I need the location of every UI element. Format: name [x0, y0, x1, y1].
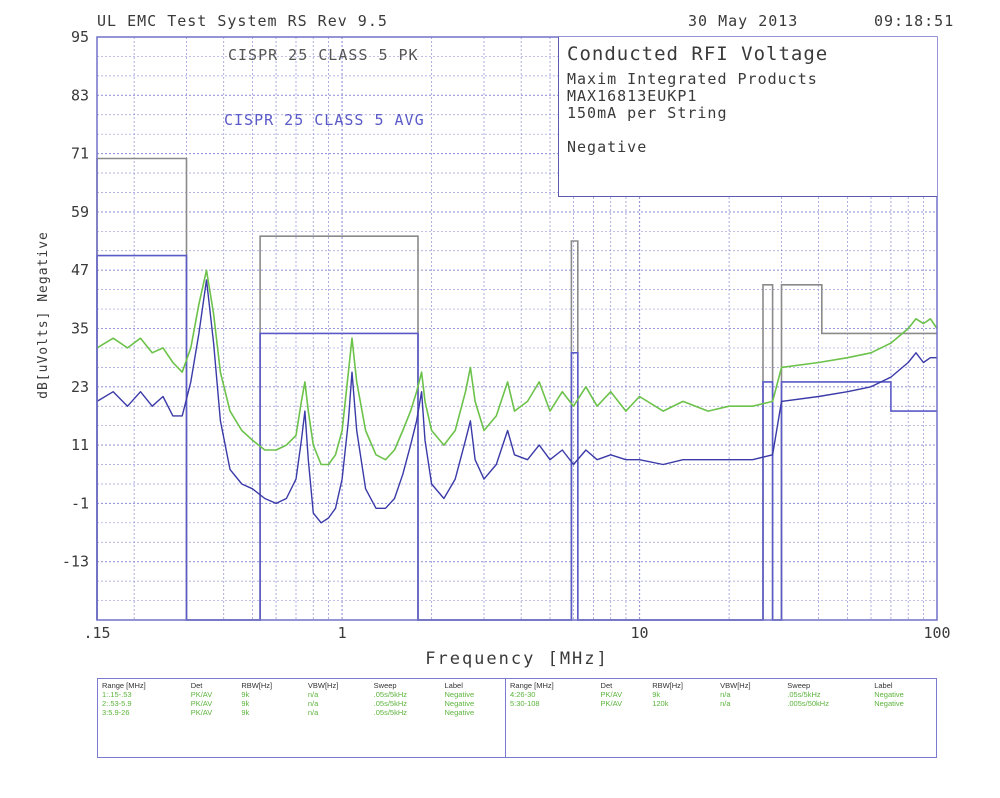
cell: Negative [444, 699, 475, 708]
col-range: Range [MHz] [102, 681, 146, 690]
col-sweep: Sweep [373, 681, 397, 690]
cell: 5:30-108 [510, 699, 540, 708]
x-tick-label: 10 [631, 624, 649, 642]
info-polarity: Negative [567, 138, 648, 156]
y-tick-label: 83 [71, 86, 89, 104]
avg-limit-label: CISPR 25 CLASS 5 AVG [224, 111, 425, 129]
cell: 9k [652, 690, 661, 699]
test-info-box: Conducted RFI Voltage Maxim Integrated P… [558, 37, 937, 197]
cell: PK/AV [600, 690, 623, 699]
col-rbw: RBW[Hz] [652, 681, 684, 690]
axes: 95 83 71 59 47 35 23 11 -1 -13 .15 1 10 100 [62, 28, 951, 642]
info-title: Conducted RFI Voltage [567, 43, 829, 65]
col-range: Range [MHz] [510, 681, 554, 690]
system-title: UL EMC Test System RS Rev 9.5 [97, 12, 388, 30]
info-line: Maxim Integrated Products [567, 70, 818, 88]
y-tick-label: 23 [71, 378, 89, 396]
y-tick-label: 11 [71, 436, 89, 454]
peak-trace [96, 269, 938, 466]
col-label: Label [874, 681, 893, 690]
col-vbw: VBW[Hz] [307, 681, 339, 690]
col-det: Det [600, 681, 613, 690]
test-time: 09:18:51 [874, 12, 955, 30]
cell: .05s/5kHz [373, 690, 408, 699]
cell: n/a [307, 690, 319, 699]
cell: .05s/5kHz [373, 708, 408, 717]
y-tick-label: 95 [71, 28, 89, 46]
table-row: 3:5.9-26 PK/AV 9k n/a .05s/5kHz Negative [98, 708, 505, 717]
cell: n/a [720, 699, 731, 708]
cell: PK/AV [190, 708, 213, 717]
cell: Negative [444, 708, 475, 717]
x-tick-label: .15 [83, 624, 110, 642]
y-tick-label: 35 [71, 320, 89, 338]
cell: PK/AV [190, 690, 213, 699]
x-tick-label: 1 [338, 624, 347, 642]
cell: 120k [652, 699, 669, 708]
info-line: 150mA per String [567, 104, 728, 122]
scan-settings-left: Range [MHz] Det RBW[Hz] VBW[Hz] Sweep La… [98, 679, 506, 757]
col-sweep: Sweep [787, 681, 811, 690]
y-tick-label: 59 [71, 203, 89, 221]
cell: 4:26-30 [510, 690, 536, 699]
cell: PK/AV [190, 699, 213, 708]
cell: Negative [874, 699, 904, 708]
cell: Negative [444, 690, 475, 699]
y-tick-label: 71 [71, 145, 89, 163]
y-tick-label: 47 [71, 261, 89, 279]
cell: Negative [874, 690, 904, 699]
avg-limit-line [96, 254, 937, 621]
cell: .05s/5kHz [373, 699, 408, 708]
cell: 9k [241, 699, 250, 708]
col-vbw: VBW[Hz] [720, 681, 751, 690]
cell: 3:5.9-26 [102, 708, 130, 717]
cell: 2:.53-5.9 [102, 699, 132, 708]
table-row: 2:.53-5.9 PK/AV 9k n/a .05s/5kHz Negativ… [98, 699, 505, 708]
grid [97, 37, 937, 620]
info-line: MAX16813EUKP1 [567, 87, 698, 105]
table-row: 5:30-108 PK/AV 120k n/a .005s/50kHz Nega… [506, 699, 936, 708]
x-axis-label: Frequency [MHz] [425, 649, 609, 669]
col-det: Det [190, 681, 203, 690]
cell: n/a [720, 690, 731, 699]
limit-lines [96, 157, 937, 621]
table-row: 1:.15-.53 PK/AV 9k n/a .05s/5kHz Negativ… [98, 690, 505, 699]
cell: n/a [307, 708, 319, 717]
cell: n/a [307, 699, 319, 708]
y-tick-label: -1 [71, 494, 89, 512]
cell: 1:.15-.53 [102, 690, 132, 699]
x-tick-label: 100 [923, 624, 950, 642]
cell: PK/AV [600, 699, 623, 708]
cell: .05s/5kHz [787, 690, 821, 699]
table-row: 4:26-30 PK/AV 9k n/a .05s/5kHz Negative [506, 690, 936, 699]
col-label: Label [444, 681, 463, 690]
average-trace [96, 279, 937, 524]
scan-settings-right: Range [MHz] Det RBW[Hz] VBW[Hz] Sweep La… [506, 679, 936, 757]
pk-limit-line [96, 157, 937, 621]
y-tick-label: -13 [62, 553, 89, 571]
pk-limit-label: CISPR 25 CLASS 5 PK [228, 46, 419, 64]
y-axis-label: dB[uVolts] Negative [36, 231, 51, 399]
plot-frame [96, 36, 938, 621]
cell: 9k [241, 708, 250, 717]
cell: 9k [241, 690, 250, 699]
scan-settings-table: Range [MHz] Det RBW[Hz] VBW[Hz] Sweep La… [97, 678, 937, 758]
col-rbw: RBW[Hz] [241, 681, 273, 690]
cell: .005s/50kHz [787, 699, 829, 708]
series-lines [96, 269, 938, 524]
test-date: 30 May 2013 [688, 12, 799, 30]
